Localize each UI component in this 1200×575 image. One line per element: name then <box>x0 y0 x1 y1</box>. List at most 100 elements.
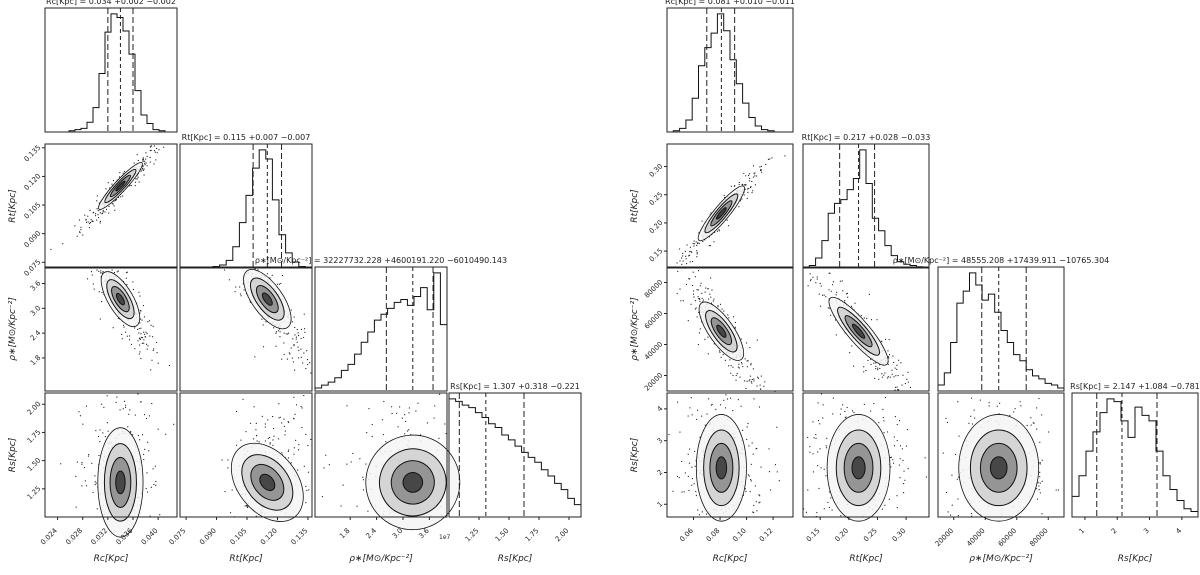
sample-point <box>439 393 441 395</box>
sample-point <box>897 374 899 377</box>
sample-point <box>688 278 690 280</box>
sample-point <box>122 195 124 197</box>
sample-point <box>744 380 746 382</box>
sample-point <box>127 426 129 428</box>
panel-R_s-R_s: Rs[Kpc] = 2.147 +1.084 −0.781 1 2 3 4 Rs[Kpc] <box>1070 382 1200 564</box>
sample-point <box>126 271 128 273</box>
sample-point <box>134 185 136 187</box>
sample-point <box>699 300 701 302</box>
sample-point <box>682 252 684 255</box>
density-contour <box>716 324 727 338</box>
sample-point <box>875 368 877 370</box>
sample-point <box>112 179 115 182</box>
sample-point <box>884 338 887 340</box>
sample-point <box>690 250 692 252</box>
sample-point <box>362 476 364 478</box>
sample-point <box>693 290 695 292</box>
sample-point <box>140 357 142 360</box>
sample-point <box>753 511 755 514</box>
sample-point <box>304 331 306 333</box>
sample-point <box>116 179 118 181</box>
sample-point <box>732 316 735 318</box>
sample-point <box>1030 417 1032 419</box>
sample-point <box>145 488 147 490</box>
sample-point <box>306 359 309 361</box>
panel-R_t-R_t: Rt[Kpc] = 0.115 +0.007 −0.007 <box>179 133 313 269</box>
sample-point <box>694 308 696 310</box>
sample-point <box>816 278 818 280</box>
sample-point <box>101 403 103 405</box>
sample-point <box>687 320 689 322</box>
sample-point <box>102 271 104 273</box>
sample-point <box>138 327 140 330</box>
sample-point <box>79 415 81 417</box>
sample-point <box>142 166 144 168</box>
density-contour <box>115 292 125 306</box>
sample-point <box>1020 405 1022 407</box>
sample-point <box>851 345 853 347</box>
sample-point <box>303 394 305 397</box>
y-tick-label: 40000 <box>643 340 664 361</box>
sample-point <box>906 378 908 381</box>
sample-point <box>296 341 298 343</box>
x-tick-label: 0.105 <box>229 527 249 547</box>
sample-point <box>300 328 303 331</box>
sample-point <box>743 194 745 196</box>
sample-point <box>828 506 830 509</box>
sample-point <box>760 466 762 468</box>
sample-point <box>839 413 842 415</box>
sample-point <box>709 293 711 295</box>
sample-point <box>88 227 91 229</box>
sample-point <box>758 406 761 408</box>
sample-point <box>305 368 307 370</box>
density-contour <box>989 456 1008 480</box>
sample-point <box>882 408 884 411</box>
y-axis-label: ρ∗[M⊙/Kpc⁻²] <box>8 297 18 361</box>
sample-point <box>907 468 909 470</box>
sample-point <box>139 337 141 339</box>
sample-point <box>955 453 957 456</box>
sample-point <box>245 431 247 433</box>
sample-point <box>87 221 89 223</box>
sample-point <box>1014 408 1016 410</box>
sample-point <box>408 412 410 414</box>
sample-point <box>971 423 973 425</box>
sample-point <box>752 511 754 513</box>
sample-point <box>719 404 722 406</box>
x-tick-label: 2 <box>1110 527 1119 536</box>
sample-point <box>688 255 690 257</box>
sample-point <box>691 484 693 486</box>
sample-point <box>907 381 909 383</box>
sample-point <box>249 301 252 303</box>
sample-point <box>87 215 89 217</box>
sample-point <box>747 474 749 476</box>
sample-point <box>806 267 808 269</box>
sample-point <box>697 270 700 272</box>
sample-point <box>95 215 97 217</box>
sample-point <box>147 491 149 493</box>
x-tick-label: 0.028 <box>64 527 84 547</box>
panel-frame <box>666 7 794 133</box>
sample-point <box>717 306 719 308</box>
sample-point <box>732 366 734 368</box>
sample-point <box>255 515 257 517</box>
x-tick-label: 1.75 <box>524 527 541 544</box>
sample-point <box>113 205 115 207</box>
sample-point <box>153 483 155 485</box>
sample-point <box>132 434 134 436</box>
sample-point <box>840 515 842 517</box>
sample-point <box>759 384 761 386</box>
sample-point <box>119 172 121 174</box>
sample-point <box>143 453 145 456</box>
sample-point <box>951 474 953 476</box>
sample-point <box>979 399 981 401</box>
sample-point <box>124 400 126 402</box>
sample-point <box>719 351 721 353</box>
sample-point <box>92 491 94 494</box>
sample-point <box>676 475 678 478</box>
sample-point <box>243 289 245 291</box>
sample-point <box>433 417 435 419</box>
sample-point <box>745 490 747 492</box>
sample-point <box>896 439 898 442</box>
sample-point <box>269 442 271 444</box>
